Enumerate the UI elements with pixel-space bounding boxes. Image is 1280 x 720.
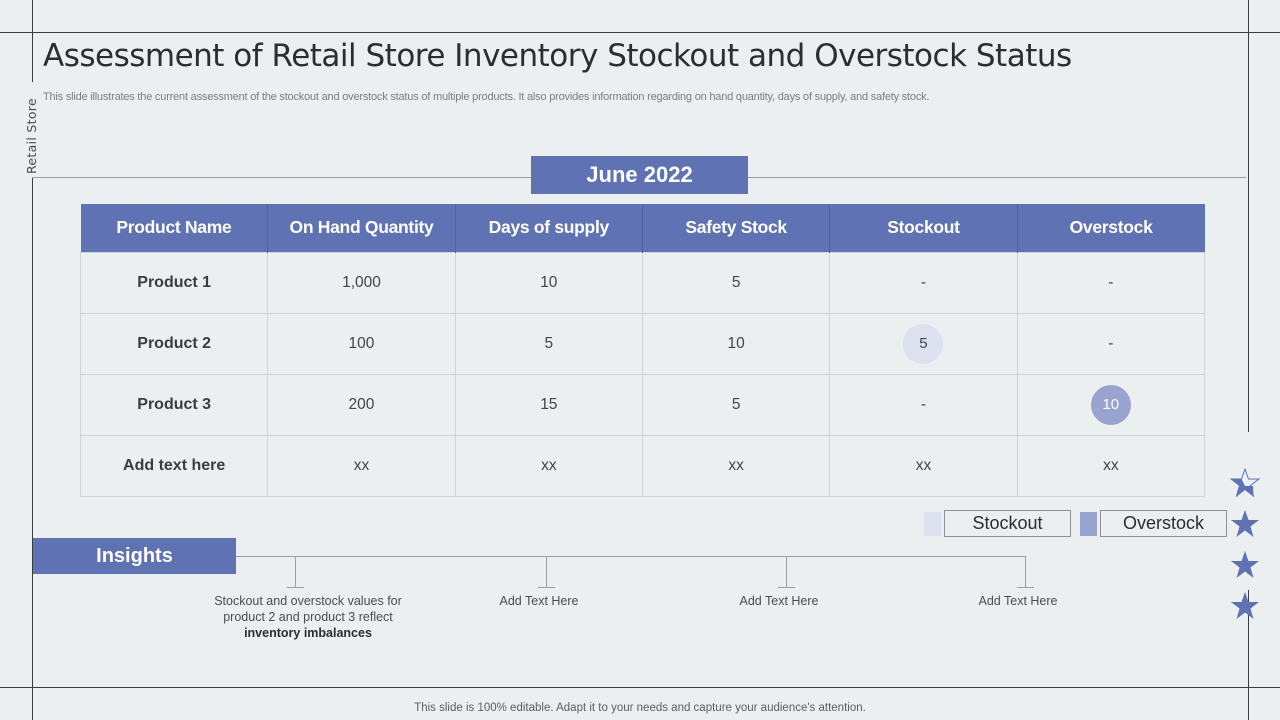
star-outline-partial-icon [1230, 468, 1260, 498]
days-supply-cell: 15 [454, 373, 643, 436]
on-hand-cell: 200 [267, 373, 456, 436]
star-decoration [1230, 468, 1264, 632]
side-label: Retail Store [24, 98, 39, 174]
insight-item-1: Stockout and overstock values for produc… [198, 593, 418, 641]
table-row: Add text here xx xx xx xx xx [79, 434, 1206, 497]
legend-stockout: Stockout [924, 510, 1071, 537]
legend-overstock-label: Overstock [1100, 510, 1227, 537]
insight-item-3: Add Text Here [739, 594, 819, 608]
overstock-cell: - [1016, 312, 1206, 375]
column-header-days-of-supply: Days of supply [454, 204, 643, 252]
insight-item-2: Add Text Here [499, 594, 579, 608]
on-hand-cell: 100 [267, 312, 456, 375]
frame-line-left-top [32, 0, 33, 82]
slide-subtitle: This slide illustrates the current asses… [43, 91, 930, 103]
product-name-cell: Add text here [79, 434, 269, 497]
stockout-cell: 5 [829, 312, 1018, 375]
days-supply-cell: 10 [454, 251, 643, 314]
stockout-cell: - [829, 373, 1018, 436]
insights-connector-line [236, 556, 1026, 557]
table-row: Product 2 100 5 10 5 - [79, 312, 1206, 375]
table-row: Product 1 1,000 10 5 - - [79, 251, 1206, 314]
period-badge: June 2022 [531, 156, 748, 194]
column-header-on-hand-quantity: On Hand Quantity [267, 204, 456, 252]
safety-stock-cell: 5 [641, 373, 831, 436]
legend-stockout-label: Stockout [944, 510, 1071, 537]
insight-connector-tick [287, 556, 304, 588]
product-name-cell: Product 1 [79, 251, 269, 314]
table-row: Product 3 200 15 5 - 10 [79, 373, 1206, 436]
frame-line-right-bottom [1248, 590, 1249, 720]
insight-connector-tick [778, 556, 795, 588]
insight-connector-tick [1017, 556, 1034, 588]
insight-item-text: Stockout and overstock values for produc… [214, 594, 402, 624]
legend-overstock: Overstock [1080, 510, 1227, 537]
column-header-safety-stock: Safety Stock [641, 204, 830, 252]
star-icon [1231, 510, 1259, 537]
star-icon [1231, 551, 1259, 578]
slide-title: Assessment of Retail Store Inventory Sto… [43, 38, 1072, 74]
on-hand-cell: xx [267, 434, 456, 497]
column-header-stockout: Stockout [829, 204, 1018, 252]
days-supply-cell: 5 [454, 312, 643, 375]
insight-item-4: Add Text Here [978, 594, 1058, 608]
overstock-bubble: 10 [1090, 384, 1131, 425]
overstock-cell: xx [1016, 434, 1206, 497]
frame-line-right-top [1248, 0, 1249, 432]
days-supply-cell: xx [454, 434, 643, 497]
overstock-cell: 10 [1016, 373, 1206, 436]
on-hand-cell: 1,000 [267, 251, 456, 314]
insights-badge: Insights [33, 538, 236, 574]
insight-connector-tick [538, 556, 555, 588]
footer-note: This slide is 100% editable. Adapt it to… [414, 702, 866, 714]
table-header-row: Product Name On Hand Quantity Days of su… [80, 204, 1205, 252]
safety-stock-cell: xx [641, 434, 831, 497]
product-name-cell: Product 2 [79, 312, 269, 375]
column-header-product-name: Product Name [80, 204, 268, 252]
stockout-cell: - [829, 251, 1018, 314]
legend-overstock-swatch [1080, 511, 1097, 536]
legend-stockout-swatch [924, 511, 941, 536]
overstock-cell: - [1016, 251, 1206, 314]
insight-item-emphasis: inventory imbalances [244, 626, 372, 640]
frame-line-bottom [0, 687, 1280, 688]
inventory-table: Product Name On Hand Quantity Days of su… [79, 204, 1206, 497]
column-header-overstock: Overstock [1016, 204, 1205, 252]
frame-line-top [0, 32, 1280, 33]
product-name-cell: Product 3 [79, 373, 269, 436]
frame-line-left [32, 178, 33, 720]
stockout-cell: xx [829, 434, 1018, 497]
safety-stock-cell: 10 [641, 312, 831, 375]
safety-stock-cell: 5 [641, 251, 831, 314]
star-icon [1231, 592, 1259, 619]
stockout-bubble: 5 [903, 323, 944, 364]
